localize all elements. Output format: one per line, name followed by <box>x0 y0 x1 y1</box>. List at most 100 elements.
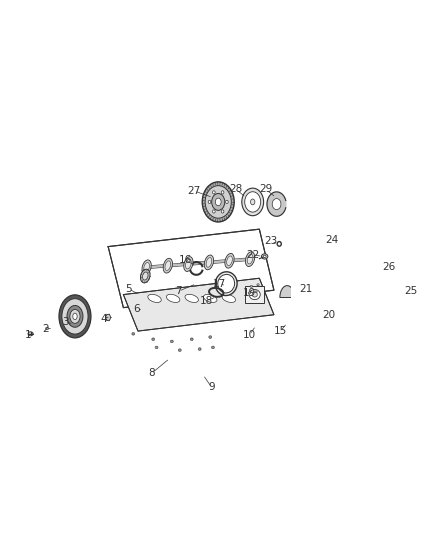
Ellipse shape <box>401 245 403 246</box>
Ellipse shape <box>185 294 198 302</box>
Ellipse shape <box>198 348 201 350</box>
Text: 23: 23 <box>265 236 278 246</box>
Text: 29: 29 <box>259 184 272 195</box>
Text: 28: 28 <box>230 184 243 195</box>
Ellipse shape <box>272 199 281 209</box>
Text: 9: 9 <box>208 382 215 392</box>
Ellipse shape <box>326 255 349 284</box>
Text: 19: 19 <box>243 288 256 298</box>
Ellipse shape <box>255 291 257 293</box>
Ellipse shape <box>67 305 83 327</box>
Ellipse shape <box>212 193 225 211</box>
Ellipse shape <box>222 294 236 302</box>
Ellipse shape <box>245 252 255 266</box>
Polygon shape <box>316 309 356 328</box>
Ellipse shape <box>28 332 33 336</box>
Ellipse shape <box>318 274 321 277</box>
Ellipse shape <box>247 254 253 264</box>
Ellipse shape <box>248 292 251 294</box>
FancyBboxPatch shape <box>245 286 264 303</box>
Ellipse shape <box>409 255 412 260</box>
Polygon shape <box>299 216 393 323</box>
Text: 21: 21 <box>299 284 312 294</box>
Ellipse shape <box>155 346 158 349</box>
Ellipse shape <box>251 199 255 205</box>
Ellipse shape <box>257 284 259 286</box>
Ellipse shape <box>141 269 150 283</box>
Ellipse shape <box>403 281 404 283</box>
Ellipse shape <box>62 298 88 334</box>
Text: 3: 3 <box>62 317 68 327</box>
Text: 27: 27 <box>188 186 201 196</box>
Ellipse shape <box>215 198 221 206</box>
Polygon shape <box>280 286 294 297</box>
Ellipse shape <box>163 259 173 273</box>
Ellipse shape <box>215 272 237 295</box>
Text: 25: 25 <box>404 286 417 296</box>
Ellipse shape <box>350 253 353 256</box>
Ellipse shape <box>345 289 347 292</box>
Ellipse shape <box>186 259 191 269</box>
Text: 5: 5 <box>125 284 132 294</box>
Polygon shape <box>108 229 274 308</box>
Ellipse shape <box>212 191 215 194</box>
Ellipse shape <box>218 274 235 293</box>
Ellipse shape <box>310 282 313 285</box>
Ellipse shape <box>400 244 404 247</box>
Polygon shape <box>379 216 412 313</box>
Text: 26: 26 <box>383 262 396 272</box>
Text: 16: 16 <box>178 255 192 265</box>
Ellipse shape <box>165 261 171 271</box>
Ellipse shape <box>142 260 151 274</box>
Ellipse shape <box>261 254 268 259</box>
Ellipse shape <box>321 249 353 289</box>
Ellipse shape <box>402 280 405 284</box>
Ellipse shape <box>166 294 180 302</box>
Text: 7: 7 <box>175 286 182 296</box>
Ellipse shape <box>205 185 231 218</box>
Ellipse shape <box>170 340 173 343</box>
Ellipse shape <box>142 272 148 280</box>
Text: 22: 22 <box>246 250 259 260</box>
Ellipse shape <box>209 336 212 338</box>
Text: 8: 8 <box>148 368 155 378</box>
Text: 4: 4 <box>100 313 107 324</box>
Ellipse shape <box>410 273 411 274</box>
Ellipse shape <box>245 192 261 212</box>
Ellipse shape <box>152 338 155 341</box>
Ellipse shape <box>410 256 411 259</box>
Ellipse shape <box>226 200 228 204</box>
Ellipse shape <box>414 265 416 266</box>
Text: 1: 1 <box>25 330 32 340</box>
Ellipse shape <box>221 210 224 213</box>
Text: 17: 17 <box>213 279 226 289</box>
Ellipse shape <box>227 256 232 265</box>
Ellipse shape <box>321 254 325 256</box>
Ellipse shape <box>148 294 161 302</box>
Text: 15: 15 <box>274 326 287 336</box>
Ellipse shape <box>242 188 264 216</box>
Ellipse shape <box>184 257 193 271</box>
Text: 24: 24 <box>326 235 339 245</box>
Ellipse shape <box>250 285 253 287</box>
Ellipse shape <box>208 200 211 204</box>
Polygon shape <box>124 278 274 331</box>
Text: 2: 2 <box>42 325 49 334</box>
Text: 20: 20 <box>322 310 336 320</box>
Ellipse shape <box>212 346 214 349</box>
Ellipse shape <box>46 327 49 329</box>
Ellipse shape <box>328 290 332 293</box>
Ellipse shape <box>354 273 357 276</box>
Ellipse shape <box>204 255 214 270</box>
Text: 18: 18 <box>200 296 213 306</box>
Polygon shape <box>299 216 397 241</box>
Ellipse shape <box>59 295 91 338</box>
Ellipse shape <box>336 244 339 247</box>
Ellipse shape <box>73 313 77 320</box>
Ellipse shape <box>225 253 234 268</box>
Text: 6: 6 <box>133 304 140 314</box>
Ellipse shape <box>204 294 217 302</box>
Ellipse shape <box>178 349 181 351</box>
Ellipse shape <box>249 289 260 300</box>
Ellipse shape <box>338 301 353 312</box>
